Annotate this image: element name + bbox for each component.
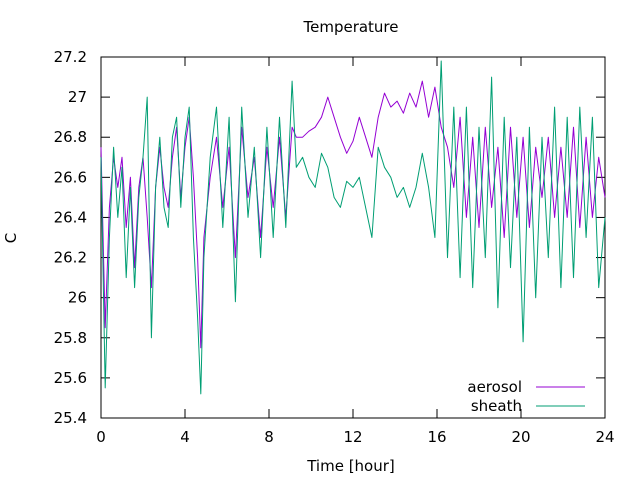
x-tick-label: 4 xyxy=(180,428,190,446)
y-tick-label: 27 xyxy=(68,88,87,106)
x-axis-ticks: 0 4 8 12 16 20 24 xyxy=(96,57,615,446)
y-tick-label: 26.4 xyxy=(54,208,87,226)
legend-label-sheath: sheath xyxy=(471,397,522,415)
y-tick-label: 25.4 xyxy=(54,409,87,427)
y-axis-label: C xyxy=(2,233,20,243)
x-tick-label: 8 xyxy=(264,428,274,446)
chart-title: Temperature xyxy=(302,18,398,36)
y-tick-label: 26 xyxy=(68,289,87,307)
x-tick-label: 12 xyxy=(343,428,362,446)
plot-frame xyxy=(100,56,606,419)
legend-label-aerosol: aerosol xyxy=(467,378,522,396)
y-tick-label: 26.2 xyxy=(54,249,87,267)
y-axis-ticks: 25.4 25.6 25.8 26 26.2 26.4 26.6 26.8 27 27.2 xyxy=(54,48,605,427)
x-axis-label: Time [hour] xyxy=(306,457,395,475)
series-line-aerosol xyxy=(100,80,606,349)
series-line-sheath xyxy=(100,60,606,395)
y-tick-label: 26.8 xyxy=(54,128,87,146)
y-tick-label: 25.8 xyxy=(54,329,87,347)
y-tick-label: 27.2 xyxy=(54,48,87,66)
x-tick-label: 16 xyxy=(427,428,446,446)
series-layer xyxy=(100,60,606,395)
y-tick-label: 25.6 xyxy=(54,369,87,387)
y-tick-label: 26.6 xyxy=(54,168,87,186)
x-tick-label: 20 xyxy=(511,428,530,446)
x-tick-label: 24 xyxy=(595,428,614,446)
x-tick-label: 0 xyxy=(96,428,106,446)
